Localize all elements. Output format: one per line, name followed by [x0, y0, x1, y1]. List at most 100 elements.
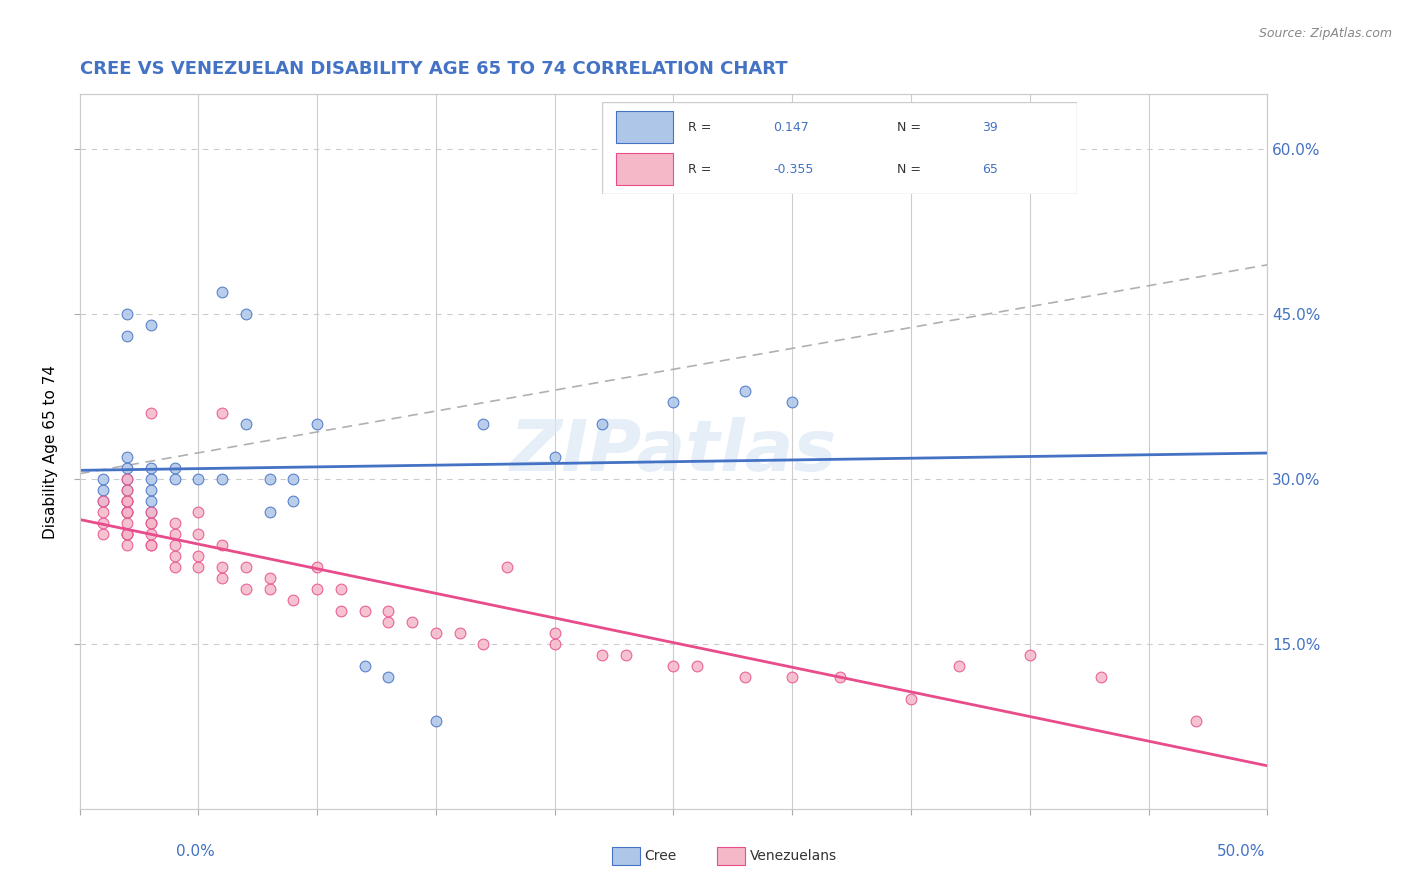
Point [211, 472, 233, 486]
Point [283, 472, 305, 486]
Point [115, 538, 138, 552]
Point [353, 604, 375, 618]
Point [115, 329, 138, 343]
Point [115, 483, 138, 498]
Point [163, 560, 186, 574]
Point [259, 571, 281, 585]
Point [734, 670, 756, 684]
Text: CREE VS VENEZUELAN DISABILITY AGE 65 TO 74 CORRELATION CHART: CREE VS VENEZUELAN DISABILITY AGE 65 TO … [80, 60, 787, 78]
Point [115, 527, 138, 541]
Point [307, 417, 329, 432]
Point [283, 593, 305, 607]
Point [187, 472, 209, 486]
Point [115, 527, 138, 541]
Text: 0.0%: 0.0% [176, 845, 215, 859]
Point [115, 527, 138, 541]
Point [139, 505, 162, 519]
Point [425, 626, 447, 640]
Point [353, 659, 375, 673]
Point [377, 670, 399, 684]
Point [187, 505, 209, 519]
Point [187, 560, 209, 574]
Point [163, 538, 186, 552]
Point [115, 472, 138, 486]
Point [139, 461, 162, 475]
Point [1185, 714, 1208, 728]
Point [329, 582, 352, 596]
Point [235, 307, 257, 321]
Point [139, 527, 162, 541]
Point [235, 560, 257, 574]
Point [329, 604, 352, 618]
Point [472, 417, 495, 432]
Point [163, 516, 186, 531]
Point [235, 582, 257, 596]
Point [780, 670, 803, 684]
Point [828, 670, 851, 684]
Point [93, 483, 115, 498]
Point [139, 318, 162, 333]
Point [780, 395, 803, 409]
Text: ZIPatlas: ZIPatlas [510, 417, 837, 486]
Point [93, 516, 115, 531]
Point [115, 494, 138, 508]
Point [235, 417, 257, 432]
Point [163, 549, 186, 563]
Point [614, 648, 637, 662]
Y-axis label: Disability Age 65 to 74: Disability Age 65 to 74 [44, 365, 58, 539]
Point [115, 483, 138, 498]
Point [93, 494, 115, 508]
Point [283, 494, 305, 508]
Point [686, 659, 709, 673]
Point [544, 626, 567, 640]
Point [734, 384, 756, 399]
Point [211, 560, 233, 574]
Point [211, 285, 233, 300]
Point [211, 406, 233, 420]
Point [163, 472, 186, 486]
Point [307, 560, 329, 574]
Point [187, 549, 209, 563]
Text: Cree: Cree [644, 849, 676, 863]
Point [211, 538, 233, 552]
Point [259, 505, 281, 519]
Point [115, 494, 138, 508]
Point [259, 582, 281, 596]
Point [115, 450, 138, 465]
Point [591, 648, 613, 662]
Point [115, 516, 138, 531]
Point [115, 461, 138, 475]
Point [139, 538, 162, 552]
Point [93, 494, 115, 508]
Point [211, 571, 233, 585]
Point [591, 417, 613, 432]
Point [1018, 648, 1040, 662]
Point [377, 615, 399, 629]
Point [449, 626, 471, 640]
Point [139, 538, 162, 552]
Point [139, 483, 162, 498]
Text: Source: ZipAtlas.com: Source: ZipAtlas.com [1258, 27, 1392, 40]
Point [93, 527, 115, 541]
Text: Venezuelans: Venezuelans [749, 849, 837, 863]
Point [115, 494, 138, 508]
Point [187, 527, 209, 541]
Point [472, 637, 495, 651]
Point [163, 527, 186, 541]
Point [115, 505, 138, 519]
Point [662, 395, 685, 409]
Point [425, 714, 447, 728]
Point [496, 560, 519, 574]
Point [1090, 670, 1112, 684]
Point [115, 505, 138, 519]
Point [259, 472, 281, 486]
Point [544, 450, 567, 465]
Point [93, 505, 115, 519]
Point [377, 604, 399, 618]
Point [139, 494, 162, 508]
Point [163, 461, 186, 475]
Point [115, 505, 138, 519]
Text: 50.0%: 50.0% [1218, 845, 1265, 859]
Point [139, 406, 162, 420]
Point [139, 505, 162, 519]
